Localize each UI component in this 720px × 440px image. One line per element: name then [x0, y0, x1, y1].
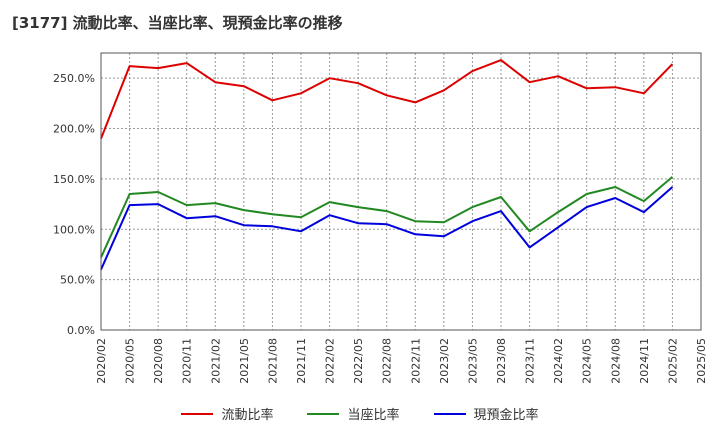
x-tick-label: 2023/05 — [466, 338, 479, 384]
grid-lines — [100, 53, 702, 331]
legend-item-cash-ratio: 現預金比率 — [433, 404, 539, 423]
y-axis-ticks: 0.0% 50.0% 100.0% 150.0% 200.0% 250.0% — [53, 72, 95, 337]
x-tick-label: 2024/05 — [581, 338, 594, 384]
y-tick-label: 50.0% — [60, 274, 95, 287]
series-line — [100, 176, 674, 258]
legend-label-quick-ratio: 当座比率 — [347, 408, 400, 423]
x-axis-ticks: 2020/02 2020/05 2020/08 2020/11 2021/02 2021/… — [95, 338, 708, 384]
x-tick-label: 2024/02 — [552, 338, 565, 384]
y-tick-label: 0.0% — [67, 324, 95, 337]
legend-swatch-cash-ratio — [433, 412, 466, 415]
x-tick-label: 2025/05 — [695, 338, 708, 384]
chart-title: [3177] 流動比率、当座比率、現預金比率の推移 — [12, 14, 343, 32]
x-tick-label: 2022/08 — [381, 338, 394, 384]
x-tick-label: 2021/11 — [295, 338, 308, 384]
legend-label-cash-ratio: 現預金比率 — [473, 408, 539, 423]
plot-frame — [100, 52, 702, 331]
x-tick-label: 2023/11 — [524, 338, 537, 384]
y-tick-label: 200.0% — [53, 123, 95, 136]
x-tick-label: 2021/02 — [209, 338, 222, 384]
x-tick-label: 2021/05 — [238, 338, 251, 384]
legend-label-current-ratio: 流動比率 — [221, 408, 274, 423]
y-tick-label: 100.0% — [53, 223, 95, 236]
series-line — [100, 186, 674, 271]
legend-swatch-quick-ratio — [307, 412, 340, 415]
x-tick-label: 2022/11 — [409, 338, 422, 384]
x-tick-label: 2020/08 — [152, 338, 165, 384]
x-tick-label: 2024/11 — [638, 338, 651, 384]
x-tick-label: 2020/02 — [95, 338, 108, 384]
series-line — [100, 59, 674, 139]
x-tick-label: 2020/05 — [124, 338, 137, 384]
legend-item-quick-ratio: 当座比率 — [307, 404, 400, 423]
x-tick-label: 2022/05 — [352, 338, 365, 384]
legend-swatch-current-ratio — [181, 412, 214, 415]
x-tick-label: 2022/02 — [324, 338, 337, 384]
x-tick-label: 2023/08 — [495, 338, 508, 384]
y-tick-label: 250.0% — [53, 72, 95, 85]
legend-item-current-ratio: 流動比率 — [181, 404, 273, 423]
x-tick-label: 2023/02 — [438, 338, 451, 384]
x-tick-label: 2024/08 — [609, 338, 622, 384]
x-tick-label: 2025/02 — [666, 338, 679, 384]
x-tick-label: 2021/08 — [266, 338, 279, 384]
x-tick-label: 2020/11 — [181, 338, 194, 384]
series-lines — [100, 59, 674, 271]
legend: 流動比率 当座比率 現預金比率 — [0, 404, 720, 423]
y-tick-label: 150.0% — [53, 173, 95, 186]
